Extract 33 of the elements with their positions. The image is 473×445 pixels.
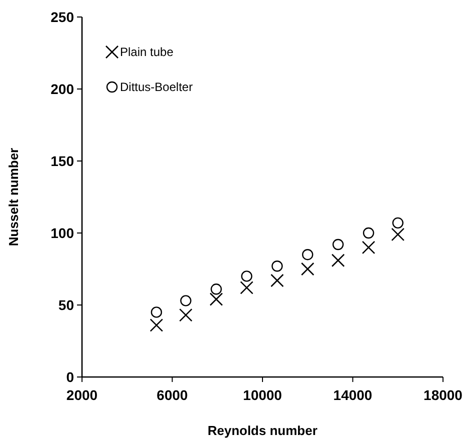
point	[362, 227, 374, 239]
x-tick-label: 18000	[424, 387, 463, 403]
y-tick-label: 50	[58, 296, 74, 313]
point	[241, 270, 252, 282]
point	[179, 308, 192, 322]
x-tick-label: 10000	[243, 387, 282, 403]
y-axis-title: Nusselt number	[6, 148, 21, 246]
legend-label: Plain tube	[120, 45, 174, 60]
point	[240, 281, 254, 294]
point	[150, 306, 162, 318]
y-tick-label: 100	[50, 224, 74, 241]
y-tick-label: 150	[50, 152, 74, 169]
point	[391, 228, 405, 242]
x-tick-label: 2000	[66, 387, 98, 403]
legend-label: Dittus-Boelter	[120, 80, 193, 94]
point	[150, 318, 164, 332]
point	[331, 254, 345, 268]
point	[180, 295, 192, 306]
y-tick-label: 250	[50, 8, 74, 25]
point	[270, 274, 284, 288]
point	[302, 249, 314, 260]
x-tick-label: 14000	[333, 387, 372, 403]
point	[210, 292, 223, 306]
x-axis-title: Reynolds number	[208, 423, 318, 438]
y-tick-label: 0	[66, 368, 74, 385]
point	[332, 238, 344, 250]
point	[300, 262, 314, 276]
point	[272, 260, 283, 272]
point	[362, 240, 376, 254]
y-tick-label: 200	[50, 80, 74, 97]
point	[392, 217, 404, 229]
x-tick-label: 6000	[156, 387, 188, 403]
point	[210, 284, 222, 295]
